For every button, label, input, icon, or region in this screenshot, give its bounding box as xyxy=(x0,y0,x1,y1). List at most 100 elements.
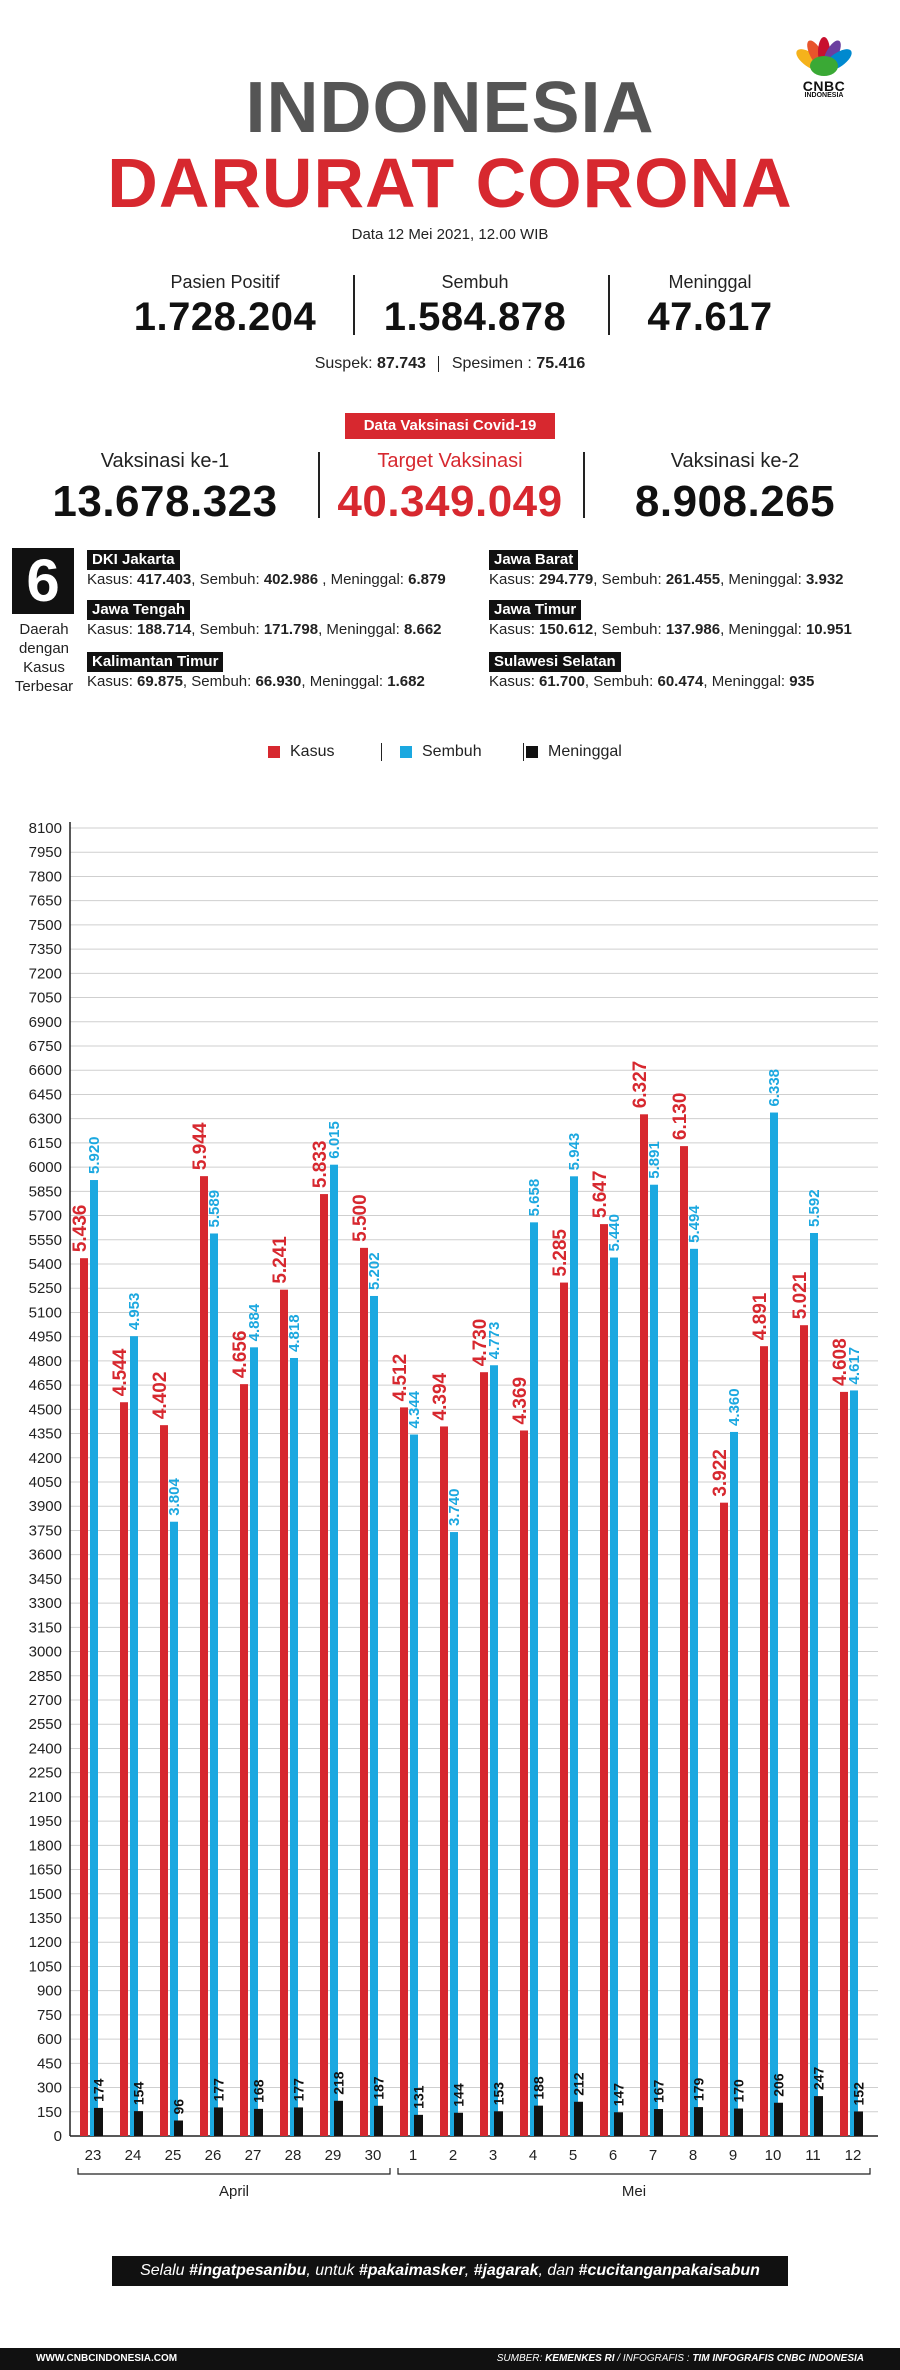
data-label-meninggal: 147 xyxy=(611,2083,627,2107)
data-label-kasus: 5.285 xyxy=(550,1229,571,1277)
cnbc-logo: CNBC INDONESIA xyxy=(788,34,860,99)
region-jawa-timur: Jawa Timur Kasus: 150.612, Sembuh: 137.9… xyxy=(489,600,900,638)
y-tick-label: 7200 xyxy=(29,965,62,982)
group-label: Mei xyxy=(622,2183,646,2200)
divider xyxy=(353,275,355,335)
y-tick-label: 7800 xyxy=(29,868,62,885)
slogan-text: , dan xyxy=(538,2262,579,2279)
footer-site: WWW.CNBCINDONESIA.COM xyxy=(36,2353,178,2364)
legend-swatch xyxy=(400,746,412,758)
data-label-meninggal: 212 xyxy=(571,2072,587,2096)
bar-kasus xyxy=(280,1289,288,2136)
data-label-kasus: 4.608 xyxy=(830,1338,851,1386)
bar-kasus xyxy=(320,1194,328,2136)
y-tick-label: 5850 xyxy=(29,1183,62,1200)
y-tick-label: 4650 xyxy=(29,1377,62,1394)
slogan-text: , xyxy=(464,2262,474,2279)
data-label-sembuh: 6.338 xyxy=(766,1069,783,1107)
legend-swatch xyxy=(526,746,538,758)
legend-label: Meninggal xyxy=(548,743,622,760)
hashtag: #ingatpesanibu xyxy=(188,2262,307,2279)
y-tick-label: 5550 xyxy=(29,1232,62,1249)
data-label-kasus: 5.436 xyxy=(70,1205,91,1253)
x-tick-label: 11 xyxy=(805,2147,821,2164)
y-tick-label: 3150 xyxy=(29,1619,62,1636)
bar-kasus xyxy=(840,1391,848,2136)
y-tick-label: 300 xyxy=(37,2080,62,2097)
bar-sembuh xyxy=(490,1365,498,2136)
bar-kasus xyxy=(560,1282,568,2136)
data-label-kasus: 4.544 xyxy=(110,1348,131,1396)
regions-count: 6 xyxy=(12,548,74,614)
bar-sembuh xyxy=(610,1257,618,2136)
bar-meninggal xyxy=(294,2107,303,2136)
stat-value: 47.617 xyxy=(647,295,773,339)
bar-kasus xyxy=(640,1114,648,2136)
vaksin-value: 8.908.265 xyxy=(634,477,836,526)
data-label-sembuh: 5.592 xyxy=(806,1189,823,1227)
x-tick-label: 12 xyxy=(845,2147,862,2164)
group-bracket xyxy=(397,2168,871,2175)
y-tick-label: 1950 xyxy=(29,1813,62,1830)
y-tick-label: 900 xyxy=(37,1983,62,2000)
data-label-sembuh: 5.202 xyxy=(366,1252,383,1290)
y-tick-label: 1200 xyxy=(29,1934,62,1951)
vaksin-1: Vaksinasi ke-1 13.678.323 xyxy=(20,450,310,527)
bar-kasus xyxy=(120,1402,128,2136)
y-tick-label: 2850 xyxy=(29,1668,62,1685)
stat-label: Pasien Positif xyxy=(170,272,280,292)
bar-meninggal xyxy=(334,2100,343,2136)
slogan-text: Selalu xyxy=(140,2262,189,2279)
data-label-sembuh: 4.884 xyxy=(246,1303,263,1341)
bar-sembuh xyxy=(570,1176,578,2136)
divider xyxy=(523,743,524,761)
data-label-sembuh: 4.344 xyxy=(406,1390,423,1428)
bar-meninggal xyxy=(174,2120,183,2136)
y-tick-label: 150 xyxy=(37,2104,62,2121)
data-label-kasus: 4.369 xyxy=(510,1377,531,1425)
caption-line: dengan xyxy=(18,640,70,657)
x-tick-label: 4 xyxy=(529,2147,537,2164)
y-tick-label: 5700 xyxy=(29,1208,62,1225)
bar-meninggal xyxy=(454,2112,463,2136)
vaksin-label: Vaksinasi ke-1 xyxy=(100,450,230,472)
x-tick-label: 24 xyxy=(125,2147,142,2164)
region-detail: Kasus: 150.612, Sembuh: 137.986, Meningg… xyxy=(489,621,852,638)
title-line1: INDONESIA xyxy=(245,68,655,148)
region-sulawesi-selatan: Sulawesi Selatan Kasus: 61.700, Sembuh: … xyxy=(489,652,900,690)
suspek-spesimen: Suspek: 87.743 Spesimen : 75.416 xyxy=(0,355,900,373)
chart-legend: Kasus Sembuh Meninggal xyxy=(268,743,648,763)
y-tick-label: 1650 xyxy=(29,1862,62,1879)
bar-sembuh xyxy=(170,1521,178,2136)
y-tick-label: 3600 xyxy=(29,1547,62,1564)
bar-sembuh xyxy=(530,1222,538,2136)
y-tick-label: 6150 xyxy=(29,1135,62,1152)
data-label-meninggal: 188 xyxy=(531,2076,547,2100)
y-tick-label: 2400 xyxy=(29,1740,62,1757)
data-label-sembuh: 4.360 xyxy=(726,1388,743,1426)
region-name: Jawa Timur xyxy=(489,600,582,620)
bar-meninggal xyxy=(214,2107,223,2136)
legend-kasus: Kasus xyxy=(268,743,334,761)
suspek-value: 87.743 xyxy=(376,355,426,372)
bar-meninggal xyxy=(574,2101,583,2136)
y-tick-label: 3300 xyxy=(29,1595,62,1612)
footer-bar: WWW.CNBCINDONESIA.COM SUMBER: KEMENKES R… xyxy=(0,2348,900,2370)
bar-meninggal xyxy=(414,2114,423,2136)
region-kalimantan-timur: Kalimantan Timur Kasus: 69.875, Sembuh: … xyxy=(87,652,507,690)
footer-source: SUMBER: KEMENKES RI / INFOGRAFIS : TIM I… xyxy=(496,2353,864,2364)
bar-kasus xyxy=(200,1176,208,2136)
x-tick-label: 1 xyxy=(409,2147,417,2164)
bar-sembuh xyxy=(130,1336,138,2136)
group-label: April xyxy=(219,2183,249,2200)
bar-sembuh xyxy=(410,1434,418,2136)
y-tick-label: 8100 xyxy=(29,820,62,837)
y-tick-label: 2100 xyxy=(29,1789,62,1806)
data-label-kasus: 6.130 xyxy=(670,1093,691,1141)
data-label-meninggal: 154 xyxy=(131,2082,147,2106)
bar-meninggal xyxy=(134,2111,143,2136)
y-tick-label: 5100 xyxy=(29,1304,62,1321)
bar-kasus xyxy=(440,1426,448,2136)
spesimen-label: Spesimen : xyxy=(451,355,532,372)
bar-meninggal xyxy=(614,2112,623,2136)
